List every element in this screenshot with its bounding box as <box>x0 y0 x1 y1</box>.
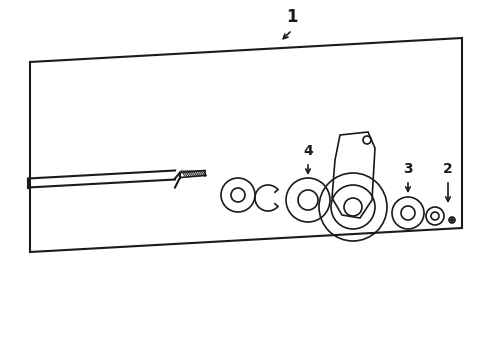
Text: 4: 4 <box>303 144 313 158</box>
Text: 3: 3 <box>403 162 413 176</box>
Text: 2: 2 <box>443 162 453 176</box>
Text: 1: 1 <box>286 8 298 26</box>
